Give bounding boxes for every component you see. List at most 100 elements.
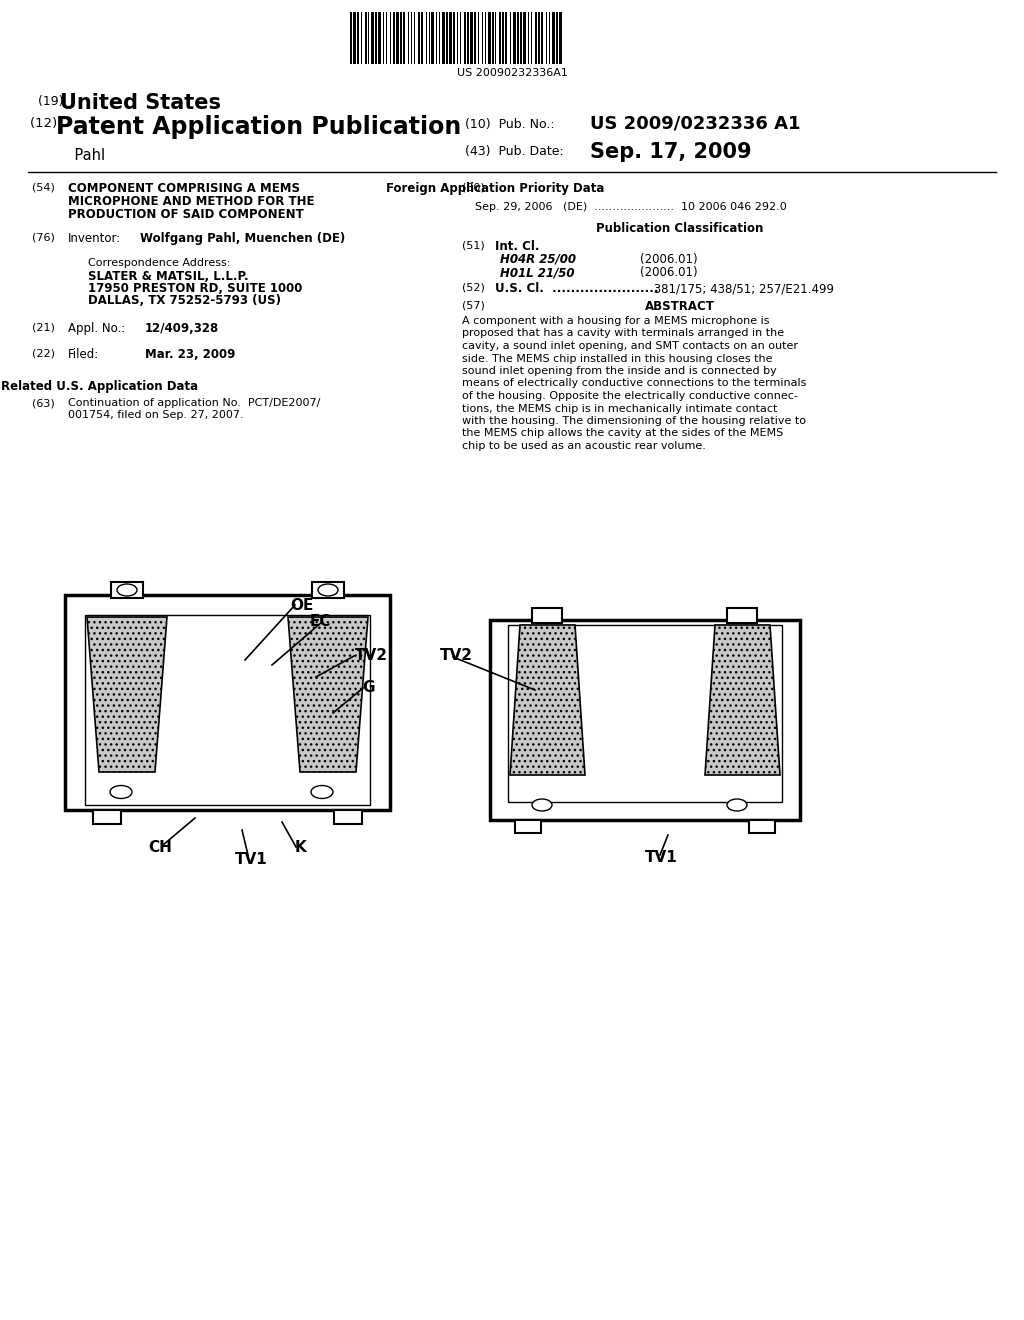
Bar — [350, 12, 352, 63]
Bar — [508, 624, 782, 803]
Text: ABSTRACT: ABSTRACT — [645, 300, 715, 313]
Bar — [470, 12, 473, 63]
Bar — [492, 12, 494, 63]
Text: A component with a housing for a MEMS microphone is: A component with a housing for a MEMS mi… — [462, 315, 769, 326]
Bar — [556, 12, 558, 63]
Text: (54): (54) — [32, 182, 55, 191]
Text: H01L 21/50: H01L 21/50 — [500, 267, 574, 279]
Text: TV1: TV1 — [234, 851, 267, 867]
Bar — [378, 12, 381, 63]
Ellipse shape — [311, 785, 333, 799]
Text: Foreign Application Priority Data: Foreign Application Priority Data — [386, 182, 604, 195]
Bar — [538, 12, 540, 63]
Text: cavity, a sound inlet opening, and SMT contacts on an outer: cavity, a sound inlet opening, and SMT c… — [462, 341, 798, 351]
Bar — [552, 12, 555, 63]
Text: (43)  Pub. Date:: (43) Pub. Date: — [465, 145, 564, 158]
Text: Sep. 29, 2006   (DE)  ......................  10 2006 046 292.0: Sep. 29, 2006 (DE) .....................… — [475, 202, 786, 213]
Bar — [474, 12, 476, 63]
Text: the MEMS chip allows the cavity at the sides of the MEMS: the MEMS chip allows the cavity at the s… — [462, 429, 783, 438]
Ellipse shape — [117, 583, 137, 597]
Ellipse shape — [727, 799, 746, 810]
Bar — [505, 12, 507, 63]
Text: Int. Cl.: Int. Cl. — [495, 240, 540, 253]
Text: MICROPHONE AND METHOD FOR THE: MICROPHONE AND METHOD FOR THE — [68, 195, 314, 209]
Text: Inventor:: Inventor: — [68, 232, 121, 246]
Text: United States: United States — [60, 92, 221, 114]
Text: Mar. 23, 2009: Mar. 23, 2009 — [145, 348, 236, 360]
Text: (63): (63) — [32, 399, 54, 408]
Bar — [334, 810, 362, 824]
Bar — [403, 12, 406, 63]
FancyBboxPatch shape — [65, 595, 390, 810]
Bar — [532, 609, 562, 623]
Ellipse shape — [318, 583, 338, 597]
Text: (10)  Pub. No.:: (10) Pub. No.: — [465, 117, 555, 131]
Text: tions, the MEMS chip is in mechanically intimate contact: tions, the MEMS chip is in mechanically … — [462, 404, 777, 413]
Bar — [488, 12, 490, 63]
Text: (2006.01): (2006.01) — [640, 253, 697, 267]
Text: Appl. No.:: Appl. No.: — [68, 322, 125, 335]
Bar — [467, 12, 469, 63]
Text: CH: CH — [148, 840, 172, 855]
Bar — [453, 12, 455, 63]
Text: G: G — [362, 680, 375, 696]
Bar — [749, 820, 775, 833]
Text: 001754, filed on Sep. 27, 2007.: 001754, filed on Sep. 27, 2007. — [68, 411, 244, 420]
Bar — [541, 12, 543, 63]
Text: (51): (51) — [462, 240, 484, 249]
Text: Publication Classification: Publication Classification — [596, 222, 764, 235]
Text: (76): (76) — [32, 232, 55, 242]
Bar — [502, 12, 504, 63]
Bar — [559, 12, 562, 63]
Bar — [523, 12, 526, 63]
Text: Wolfgang Pahl, Muenchen (DE): Wolfgang Pahl, Muenchen (DE) — [140, 232, 345, 246]
Text: US 2009/0232336 A1: US 2009/0232336 A1 — [590, 115, 801, 133]
Bar — [357, 12, 359, 63]
Text: with the housing. The dimensioning of the housing relative to: with the housing. The dimensioning of th… — [462, 416, 806, 426]
Bar — [371, 12, 374, 63]
Bar — [85, 615, 370, 805]
Text: of the housing. Opposite the electrically conductive connec-: of the housing. Opposite the electricall… — [462, 391, 798, 401]
Text: sound inlet opening from the inside and is connected by: sound inlet opening from the inside and … — [462, 366, 777, 376]
Text: (30): (30) — [462, 182, 484, 191]
Text: (52): (52) — [462, 282, 485, 292]
Text: (2006.01): (2006.01) — [640, 267, 697, 279]
Text: Pahl: Pahl — [56, 148, 105, 162]
Bar — [365, 12, 367, 63]
Bar — [431, 12, 434, 63]
Text: (22): (22) — [32, 348, 55, 358]
Text: proposed that has a cavity with terminals arranged in the: proposed that has a cavity with terminal… — [462, 329, 784, 338]
Text: Patent Application Publication: Patent Application Publication — [56, 115, 461, 139]
Bar — [400, 12, 402, 63]
Ellipse shape — [110, 785, 132, 799]
Text: US 20090232336A1: US 20090232336A1 — [457, 69, 567, 78]
Text: (19): (19) — [38, 95, 68, 108]
Text: 381/175; 438/51; 257/E21.499: 381/175; 438/51; 257/E21.499 — [650, 282, 834, 294]
Text: 17950 PRESTON RD, SUITE 1000: 17950 PRESTON RD, SUITE 1000 — [88, 282, 302, 294]
Bar — [446, 12, 449, 63]
Bar — [449, 12, 452, 63]
Text: (12): (12) — [30, 117, 61, 129]
Bar — [520, 12, 522, 63]
Text: U.S. Cl.  .......................: U.S. Cl. ....................... — [495, 282, 658, 294]
Text: chip to be used as an acoustic rear volume.: chip to be used as an acoustic rear volu… — [462, 441, 706, 451]
Bar — [353, 12, 356, 63]
Polygon shape — [510, 624, 585, 775]
Text: Filed:: Filed: — [68, 348, 99, 360]
Bar — [727, 609, 757, 623]
Text: TV2: TV2 — [355, 648, 388, 663]
Bar — [442, 12, 445, 63]
Polygon shape — [288, 616, 368, 772]
Text: Sep. 17, 2009: Sep. 17, 2009 — [590, 143, 752, 162]
Bar — [375, 12, 377, 63]
Text: Related U.S. Application Data: Related U.S. Application Data — [1, 380, 199, 393]
FancyBboxPatch shape — [490, 620, 800, 820]
Text: Correspondence Address:: Correspondence Address: — [88, 257, 230, 268]
Text: OE: OE — [290, 598, 313, 612]
Text: H04R 25/00: H04R 25/00 — [500, 253, 575, 267]
Text: COMPONENT COMPRISING A MEMS: COMPONENT COMPRISING A MEMS — [68, 182, 300, 195]
Bar — [312, 582, 344, 598]
Bar — [535, 12, 537, 63]
Text: 12/409,328: 12/409,328 — [145, 322, 219, 335]
Text: (57): (57) — [462, 300, 485, 310]
